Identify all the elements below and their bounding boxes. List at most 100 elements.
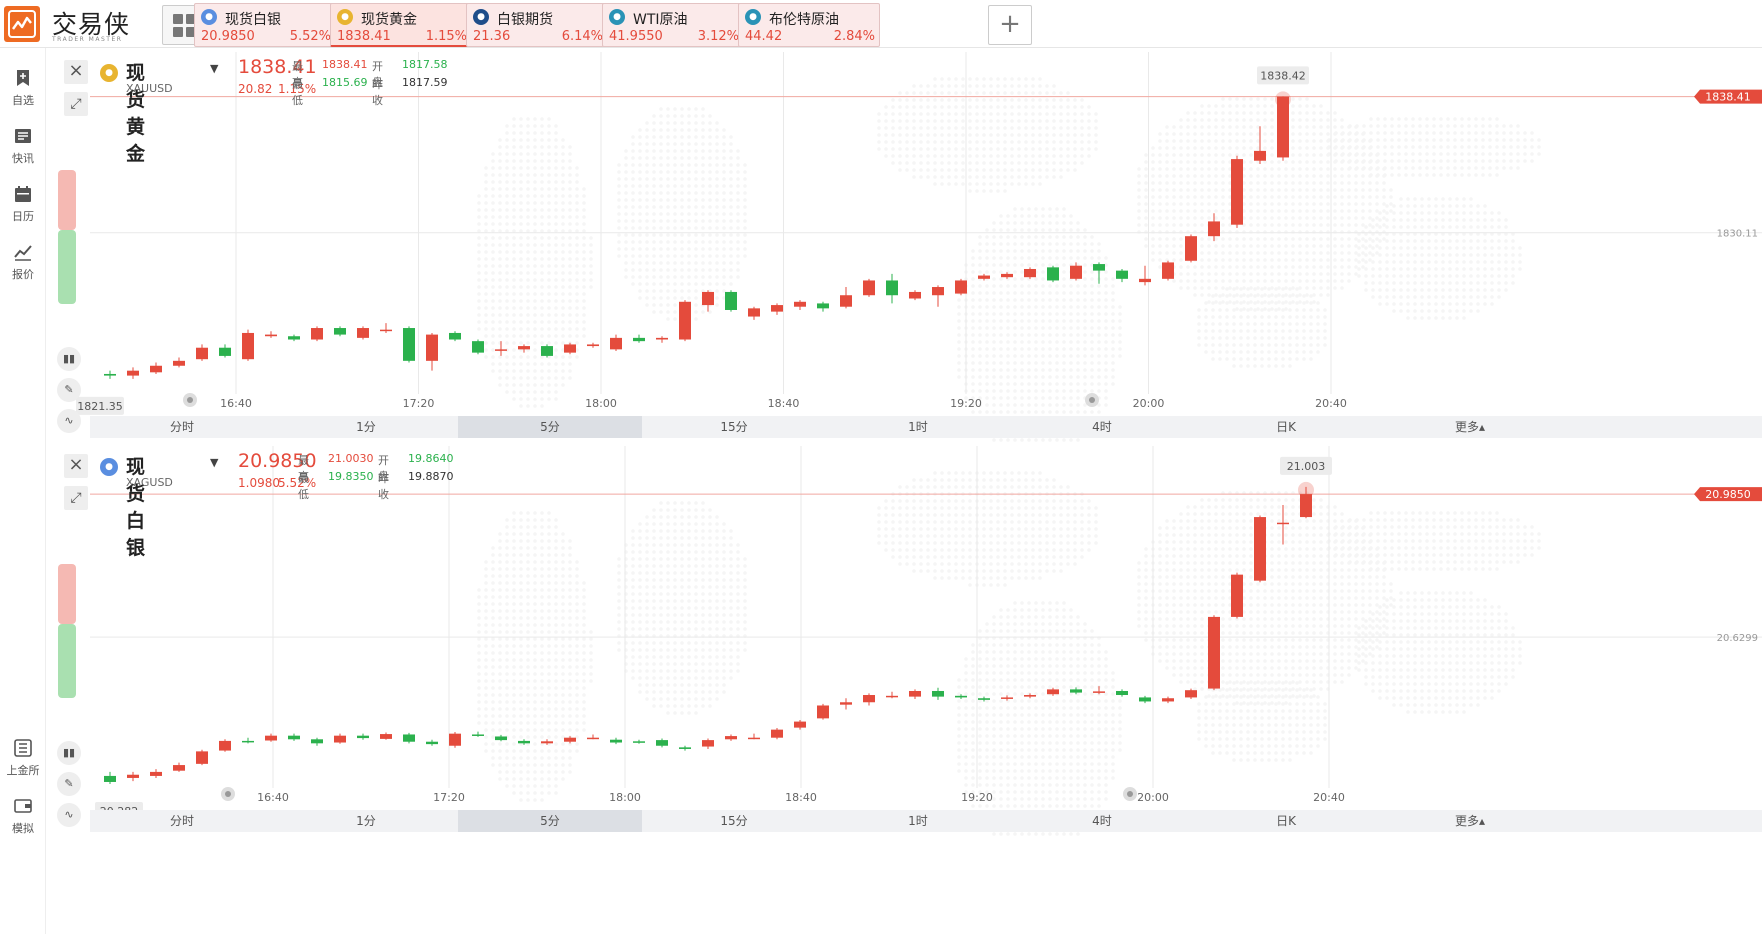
candle[interactable] bbox=[725, 290, 737, 312]
period-tab[interactable]: 15分 bbox=[720, 814, 748, 828]
candle[interactable] bbox=[1162, 696, 1174, 704]
candle[interactable] bbox=[1139, 695, 1151, 704]
candle[interactable] bbox=[564, 736, 576, 744]
period-tab[interactable]: 5分 bbox=[458, 416, 642, 438]
candle[interactable] bbox=[886, 691, 898, 699]
candle[interactable] bbox=[587, 734, 599, 740]
candle[interactable] bbox=[1277, 504, 1289, 545]
candle[interactable] bbox=[173, 357, 185, 368]
candle-style-icon[interactable]: ▮▮ bbox=[57, 347, 81, 371]
candle[interactable] bbox=[219, 739, 231, 752]
candle[interactable] bbox=[909, 290, 921, 301]
candle[interactable] bbox=[748, 733, 760, 740]
period-tab[interactable]: 1分 bbox=[356, 420, 376, 434]
candle[interactable] bbox=[633, 739, 645, 744]
period-tab[interactable]: 分时 bbox=[169, 814, 194, 828]
chevron-down-icon[interactable]: ▼ bbox=[210, 62, 219, 75]
candle[interactable] bbox=[1024, 693, 1036, 699]
candle[interactable] bbox=[127, 367, 139, 379]
candle[interactable] bbox=[449, 331, 461, 342]
candle[interactable] bbox=[1001, 695, 1013, 701]
indicator-icon[interactable]: ∿ bbox=[57, 409, 81, 433]
candle[interactable] bbox=[196, 344, 208, 361]
tab-4[interactable]: ● 布伦特原油 44.42 2.84% bbox=[738, 3, 880, 47]
candlestick-chart[interactable]: 16:40 17:20 18:00 18:40 19:20 20:00 20:40 1830.… bbox=[52, 52, 1762, 442]
candle[interactable] bbox=[909, 689, 921, 700]
candle[interactable] bbox=[955, 694, 967, 700]
candle[interactable] bbox=[679, 745, 691, 751]
candle[interactable] bbox=[403, 732, 415, 744]
expand-icon[interactable]: ⤢ bbox=[64, 486, 88, 510]
candle[interactable] bbox=[150, 362, 162, 374]
expand-icon[interactable]: ⤢ bbox=[64, 92, 88, 116]
candle[interactable] bbox=[403, 326, 415, 363]
candle[interactable] bbox=[1254, 515, 1266, 583]
candle[interactable] bbox=[541, 739, 553, 745]
candle[interactable] bbox=[863, 278, 875, 297]
period-tab[interactable]: 日K bbox=[1276, 814, 1296, 828]
pencil-icon[interactable]: ✎ bbox=[57, 772, 81, 796]
candle[interactable] bbox=[311, 737, 323, 746]
candle[interactable] bbox=[288, 334, 300, 342]
candle[interactable] bbox=[1024, 267, 1036, 279]
period-tab[interactable]: 1时 bbox=[908, 814, 928, 828]
candle[interactable] bbox=[472, 731, 484, 737]
candle-style-icon[interactable]: ▮▮ bbox=[57, 741, 81, 765]
sidebar-item-quotes[interactable]: 报价 bbox=[0, 232, 46, 288]
candle[interactable] bbox=[518, 739, 530, 745]
candlestick-chart[interactable]: 16:40 17:20 18:00 18:40 19:20 20:00 20:40 20.62… bbox=[52, 446, 1762, 836]
candle[interactable] bbox=[1185, 688, 1197, 700]
candle[interactable] bbox=[1047, 687, 1059, 696]
candle[interactable] bbox=[219, 344, 231, 358]
candle[interactable] bbox=[1185, 234, 1197, 263]
indicator-icon[interactable]: ∿ bbox=[57, 803, 81, 827]
candle[interactable] bbox=[1047, 265, 1059, 283]
tab-1[interactable]: ● 现货黄金 1838.41 1.15% bbox=[330, 3, 472, 47]
candle[interactable] bbox=[518, 344, 530, 353]
candle[interactable] bbox=[771, 728, 783, 740]
candle[interactable] bbox=[817, 703, 829, 720]
period-tab[interactable]: 1时 bbox=[908, 420, 928, 434]
candle[interactable] bbox=[886, 273, 898, 304]
candle[interactable] bbox=[1277, 96, 1289, 161]
candle[interactable] bbox=[771, 303, 783, 315]
candle[interactable] bbox=[104, 771, 116, 784]
candle[interactable] bbox=[357, 733, 369, 740]
period-tab[interactable]: 4时 bbox=[1092, 814, 1112, 828]
period-tab[interactable]: 4时 bbox=[1092, 420, 1112, 434]
candle[interactable] bbox=[1231, 572, 1243, 619]
candle[interactable] bbox=[702, 290, 714, 312]
candle[interactable] bbox=[196, 749, 208, 766]
candle[interactable] bbox=[794, 300, 806, 310]
period-tab[interactable]: 更多▴ bbox=[1454, 814, 1486, 828]
symbol-name[interactable]: 现货黄金 bbox=[126, 62, 146, 165]
period-tab[interactable]: 日K bbox=[1276, 420, 1296, 434]
candle[interactable] bbox=[794, 719, 806, 730]
candle[interactable] bbox=[679, 300, 691, 342]
candle[interactable] bbox=[610, 737, 622, 745]
add-tab-button[interactable]: + bbox=[988, 5, 1032, 45]
candle[interactable] bbox=[1208, 615, 1220, 691]
candle[interactable] bbox=[932, 687, 944, 700]
candle[interactable] bbox=[265, 331, 277, 338]
candle[interactable] bbox=[587, 342, 599, 348]
symbol-name[interactable]: 现货白银 bbox=[126, 456, 146, 559]
candle[interactable] bbox=[380, 732, 392, 740]
sidebar-item-sge[interactable]: 上金所 bbox=[0, 728, 46, 784]
candle[interactable] bbox=[380, 323, 392, 333]
candle[interactable] bbox=[1093, 686, 1105, 695]
candle[interactable] bbox=[564, 342, 576, 355]
candle[interactable] bbox=[656, 738, 668, 748]
candle[interactable] bbox=[449, 732, 461, 748]
candle[interactable] bbox=[863, 693, 875, 706]
candle[interactable] bbox=[1254, 126, 1266, 165]
candle[interactable] bbox=[1070, 687, 1082, 695]
candle[interactable] bbox=[955, 278, 967, 296]
candle[interactable] bbox=[265, 733, 277, 742]
candle[interactable] bbox=[748, 306, 760, 320]
candle[interactable] bbox=[1208, 213, 1220, 242]
candle[interactable] bbox=[173, 762, 185, 772]
candle[interactable] bbox=[1231, 155, 1243, 228]
candle[interactable] bbox=[1070, 262, 1082, 281]
sidebar-item-news[interactable]: 快讯 bbox=[0, 116, 46, 172]
